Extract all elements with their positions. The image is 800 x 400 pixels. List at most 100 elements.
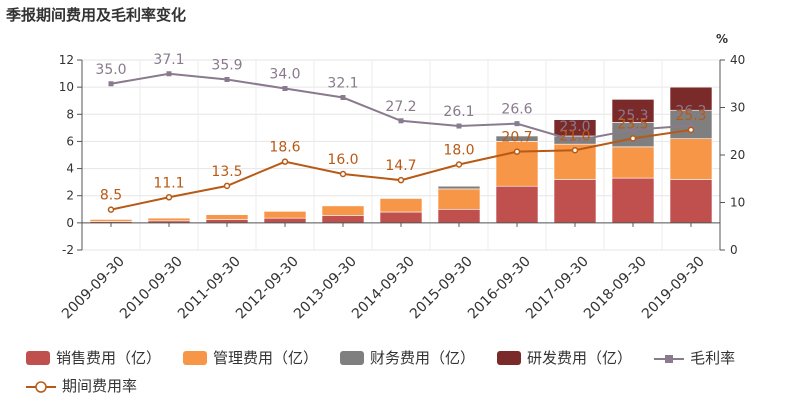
data-labels: 35.0 37.1 35.9 34.0 32.1 27.2 26.1 26.6 23.0 25.3…	[95, 52, 706, 204]
bar-segment	[611, 146, 655, 179]
legend-swatch	[497, 351, 522, 365]
bar-segment	[263, 217, 307, 224]
bar-segment	[611, 177, 655, 224]
expense-rate-label: 16.0	[327, 152, 358, 168]
bar-segment	[205, 219, 249, 224]
bar-segment	[611, 122, 655, 148]
expense-rate-label: 8.5	[100, 188, 122, 204]
bar-segment	[553, 119, 597, 137]
bar-segment	[263, 211, 307, 219]
bar-segment	[495, 141, 539, 187]
expense-rate-point	[513, 148, 521, 155]
gross-margin-label: 25.3	[617, 108, 648, 124]
bar-segment	[611, 99, 655, 123]
bar-segment	[321, 205, 365, 216]
legend-line-icon	[654, 355, 685, 363]
gross-margin-point	[572, 138, 578, 144]
left-tick-label: 4	[66, 162, 74, 176]
legend-label: 毛利率	[690, 349, 736, 367]
legend-swatch	[26, 351, 50, 365]
bar-segment	[89, 219, 133, 222]
expense-rate-point	[223, 182, 231, 190]
right-tick-label: 0	[730, 243, 738, 257]
expense-rate-label: 23.5	[617, 116, 648, 132]
legend: 销售费用（亿） 管理费用（亿） 财务费用（亿） 研发费用（亿） 毛利率期间费用率	[26, 344, 796, 400]
legend-label: 销售费用（亿）	[56, 349, 162, 367]
expense-rate-point	[107, 206, 115, 213]
expense-rate-point	[629, 135, 637, 142]
bar-segment	[669, 138, 713, 180]
expense-rate-label: 21.0	[559, 128, 590, 144]
left-tick-label: 2	[66, 189, 74, 203]
bar-segment	[669, 86, 713, 111]
legend-label: 管理费用（亿）	[213, 349, 319, 367]
gross-margin-label: 26.1	[443, 104, 474, 120]
legend-line-icon	[26, 381, 56, 393]
chart-title: 季报期间费用及毛利率变化	[6, 6, 187, 24]
left-tick-label: 6	[66, 134, 74, 148]
gross-margin-label: 37.1	[153, 52, 184, 68]
bar-segment	[437, 185, 481, 190]
legend-item: 毛利率	[654, 344, 735, 372]
bar-segment	[379, 211, 423, 224]
legend-swatch	[340, 351, 365, 365]
gross-margin-label: 26.2	[675, 104, 706, 120]
legend-swatch	[183, 351, 208, 365]
bar-segment	[379, 198, 423, 213]
legend-label: 期间费用率	[62, 377, 138, 395]
bar-segment	[147, 217, 191, 222]
gross-margin-point	[108, 81, 114, 87]
gross-margin-point	[166, 71, 172, 77]
bar-segment	[495, 135, 539, 142]
bar-series	[89, 86, 713, 224]
bar-segment	[437, 188, 481, 210]
gross-margin-point	[688, 123, 694, 129]
expense-rate-point	[281, 158, 289, 165]
right-tick-label: 40	[730, 53, 745, 67]
left-tick-label: 12	[59, 53, 74, 67]
expense-rate-point	[571, 147, 579, 154]
x-tick-label: 2019-09-30	[639, 254, 708, 323]
right-axis-unit: %	[716, 32, 728, 46]
legend-label: 财务费用（亿）	[370, 349, 476, 367]
expense-rate-label: 11.1	[153, 175, 184, 191]
bar-segment	[669, 179, 713, 224]
bar-segment	[205, 214, 249, 220]
right-tick-label: 10	[730, 196, 745, 210]
gross-margin-label: 34.0	[269, 67, 300, 83]
legend-item: 期间费用率	[26, 372, 137, 400]
legend-item: 研发费用（亿）	[497, 344, 632, 372]
expense-rate-point	[397, 176, 405, 184]
left-tick-label: -2	[62, 243, 74, 257]
gross-margin-point	[630, 127, 636, 133]
legend-label: 研发费用（亿）	[527, 349, 633, 367]
legend-item: 管理费用（亿）	[183, 344, 318, 372]
bar-segment	[379, 197, 423, 199]
gross-margin-point	[514, 121, 520, 127]
bar-segment	[321, 215, 365, 224]
gross-margin-label: 26.6	[501, 102, 532, 118]
gross-margin-point	[456, 123, 462, 129]
expense-rate-label: 25.3	[675, 108, 706, 124]
line-series	[107, 71, 695, 213]
bar-segment	[437, 208, 481, 224]
left-tick-label: 0	[66, 216, 74, 230]
gross-margin-point	[398, 118, 404, 124]
gross-margin-point	[224, 76, 230, 82]
bar-segment	[553, 179, 597, 224]
gross-margin-point	[340, 95, 346, 101]
gross-margin-label: 32.1	[327, 76, 358, 92]
gross-margin-point	[282, 86, 288, 91]
bar-segment	[495, 185, 539, 224]
legend-item: 销售费用（亿）	[26, 344, 161, 372]
gross-margin-label: 35.0	[95, 62, 126, 78]
expense-rate-point	[455, 161, 463, 168]
expense-rate-point	[339, 170, 347, 178]
gross-margin-label: 27.2	[385, 99, 416, 115]
expense-rate-label: 20.7	[501, 130, 532, 146]
right-tick-label: 20	[730, 148, 745, 162]
gross-margin-label: 35.9	[211, 57, 242, 73]
legend-item: 财务费用（亿）	[340, 344, 475, 372]
gross-margin-label: 23.0	[559, 119, 590, 135]
